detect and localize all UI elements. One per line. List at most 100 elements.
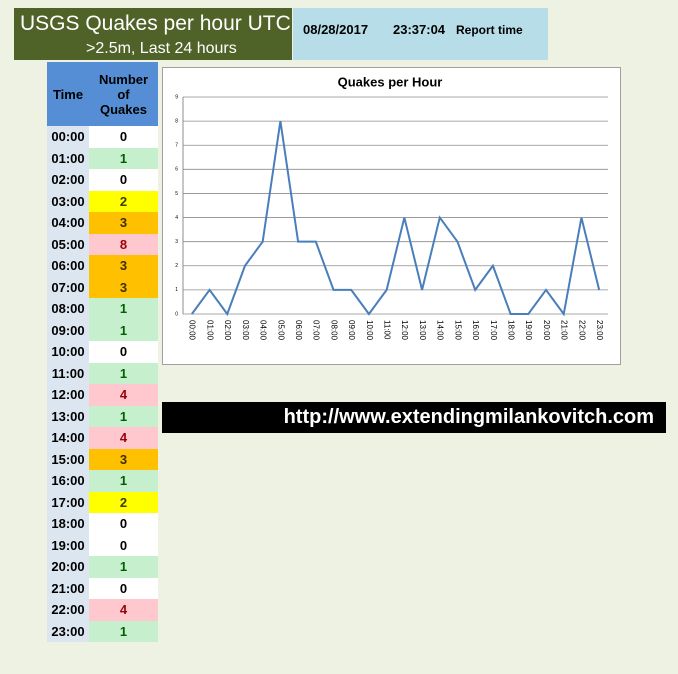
table-row: 22:00 4 bbox=[47, 599, 158, 621]
chart-title: Quakes per Hour bbox=[338, 74, 443, 89]
x-tick-label: 19:00 bbox=[524, 320, 533, 341]
count-cell: 3 bbox=[89, 448, 158, 470]
count-cell: 1 bbox=[89, 147, 158, 169]
x-tick-label: 11:00 bbox=[383, 320, 392, 340]
count-cell: 0 bbox=[89, 341, 158, 363]
count-cell: 1 bbox=[89, 470, 158, 492]
x-tick-label: 14:00 bbox=[436, 320, 445, 341]
url-banner: http://www.extendingmilankovitch.com bbox=[162, 402, 666, 433]
subtitle: >2.5m, Last 24 hours bbox=[86, 40, 237, 57]
x-tick-label: 06:00 bbox=[294, 320, 303, 341]
time-cell: 14:00 bbox=[47, 427, 89, 449]
y-tick-label: 0 bbox=[175, 311, 178, 317]
count-cell: 8 bbox=[89, 233, 158, 255]
time-cell: 06:00 bbox=[47, 255, 89, 277]
x-tick-label: 07:00 bbox=[312, 320, 321, 341]
count-cell: 1 bbox=[89, 298, 158, 320]
time-cell: 21:00 bbox=[47, 577, 89, 599]
time-cell: 09:00 bbox=[47, 319, 89, 341]
header-time: Time bbox=[47, 62, 89, 126]
time-cell: 05:00 bbox=[47, 233, 89, 255]
time-cell: 17:00 bbox=[47, 491, 89, 513]
url: http://www.extendingmilankovitch.com bbox=[283, 406, 654, 428]
report-time: 23:37:04 bbox=[393, 22, 446, 37]
y-tick-label: 4 bbox=[175, 215, 178, 221]
table-row: 16:00 1 bbox=[47, 470, 158, 492]
time-cell: 12:00 bbox=[47, 384, 89, 406]
time-cell: 02:00 bbox=[47, 169, 89, 191]
x-tick-label: 18:00 bbox=[506, 320, 515, 341]
table-row: 07:00 3 bbox=[47, 276, 158, 298]
report-label: Report time bbox=[456, 23, 523, 37]
time-cell: 11:00 bbox=[47, 362, 89, 384]
time-cell: 00:00 bbox=[47, 126, 89, 148]
time-cell: 15:00 bbox=[47, 448, 89, 470]
count-cell: 2 bbox=[89, 190, 158, 212]
count-cell: 3 bbox=[89, 212, 158, 234]
x-tick-label: 20:00 bbox=[542, 320, 551, 341]
report-date: 08/28/2017 bbox=[303, 22, 369, 37]
x-tick-label: 15:00 bbox=[453, 320, 462, 341]
time-cell: 01:00 bbox=[47, 147, 89, 169]
data-line bbox=[191, 120, 601, 317]
title-box: USGS Quakes per hour UTC >2.5m, Last 24 … bbox=[14, 8, 292, 60]
table-row: 19:00 0 bbox=[47, 534, 158, 556]
count-cell: 0 bbox=[89, 126, 158, 148]
table-row: 08:00 1 bbox=[47, 298, 158, 320]
time-cell: 20:00 bbox=[47, 556, 89, 578]
table-row: 13:00 1 bbox=[47, 405, 158, 427]
table-row: 06:00 3 bbox=[47, 255, 158, 277]
x-tick-label: 09:00 bbox=[347, 320, 356, 341]
count-cell: 2 bbox=[89, 491, 158, 513]
x-tick-label: 17:00 bbox=[489, 320, 498, 341]
table-row: 01:00 1 bbox=[47, 147, 158, 169]
time-cell: 04:00 bbox=[47, 212, 89, 234]
table-row: 03:00 2 bbox=[47, 190, 158, 212]
x-tick-label: 10:00 bbox=[365, 320, 374, 341]
table-row: 00:00 0 bbox=[47, 126, 158, 148]
time-cell: 08:00 bbox=[47, 298, 89, 320]
x-tick-label: 05:00 bbox=[276, 320, 285, 341]
table-row: 11:00 1 bbox=[47, 362, 158, 384]
time-cell: 22:00 bbox=[47, 599, 89, 621]
count-cell: 1 bbox=[89, 620, 158, 642]
time-cell: 13:00 bbox=[47, 405, 89, 427]
time-cell: 10:00 bbox=[47, 341, 89, 363]
x-tick-label: 13:00 bbox=[418, 320, 427, 341]
table-row: 23:00 1 bbox=[47, 620, 158, 642]
x-tick-label: 00:00 bbox=[188, 320, 197, 341]
y-tick-label: 5 bbox=[175, 191, 178, 197]
x-tick-label: 02:00 bbox=[223, 320, 232, 341]
x-tick-label: 08:00 bbox=[329, 320, 338, 341]
time-cell: 07:00 bbox=[47, 276, 89, 298]
x-tick-label: 21:00 bbox=[560, 320, 569, 341]
count-cell: 3 bbox=[89, 255, 158, 277]
x-tick-label: 23:00 bbox=[595, 320, 604, 341]
report-box: 08/28/2017 23:37:04 Report time bbox=[293, 8, 548, 60]
table-row: 15:00 3 bbox=[47, 448, 158, 470]
count-cell: 0 bbox=[89, 577, 158, 599]
x-tick-label: 01:00 bbox=[205, 320, 214, 341]
count-cell: 0 bbox=[89, 169, 158, 191]
count-cell: 1 bbox=[89, 405, 158, 427]
x-tick-label: 12:00 bbox=[400, 320, 409, 341]
time-cell: 18:00 bbox=[47, 513, 89, 535]
count-cell: 4 bbox=[89, 599, 158, 621]
time-cell: 19:00 bbox=[47, 534, 89, 556]
table-row: 18:00 0 bbox=[47, 513, 158, 535]
table-row: 10:00 0 bbox=[47, 341, 158, 363]
table-row: 14:00 4 bbox=[47, 427, 158, 449]
count-cell: 4 bbox=[89, 427, 158, 449]
y-tick-label: 2 bbox=[175, 263, 178, 269]
header-count: Number of Quakes bbox=[89, 62, 158, 126]
table-row: 02:00 0 bbox=[47, 169, 158, 191]
y-tick-label: 8 bbox=[175, 118, 178, 124]
count-cell: 1 bbox=[89, 362, 158, 384]
y-tick-label: 1 bbox=[175, 287, 178, 293]
time-cell: 16:00 bbox=[47, 470, 89, 492]
count-cell: 0 bbox=[89, 513, 158, 535]
x-tick-label: 16:00 bbox=[471, 320, 480, 341]
count-cell: 4 bbox=[89, 384, 158, 406]
chart: Quakes per Hour 0 1 2 3 4 5 6 7 8 9 00:00 01:00 02:0… bbox=[162, 67, 621, 365]
count-cell: 1 bbox=[89, 319, 158, 341]
